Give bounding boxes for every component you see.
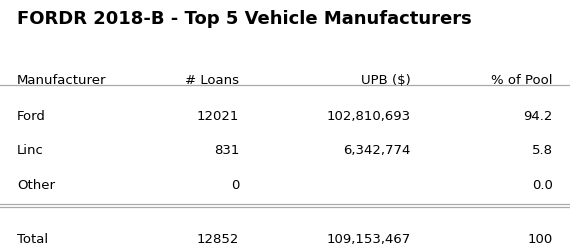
Text: Manufacturer: Manufacturer bbox=[17, 74, 107, 87]
Text: 102,810,693: 102,810,693 bbox=[326, 110, 410, 123]
Text: 12852: 12852 bbox=[197, 233, 239, 247]
Text: 94.2: 94.2 bbox=[523, 110, 553, 123]
Text: FORDR 2018-B - Top 5 Vehicle Manufacturers: FORDR 2018-B - Top 5 Vehicle Manufacture… bbox=[17, 10, 472, 28]
Text: Linc: Linc bbox=[17, 144, 44, 158]
Text: UPB ($): UPB ($) bbox=[361, 74, 410, 87]
Text: 831: 831 bbox=[214, 144, 239, 158]
Text: 0: 0 bbox=[231, 179, 239, 192]
Text: # Loans: # Loans bbox=[185, 74, 239, 87]
Text: 5.8: 5.8 bbox=[532, 144, 553, 158]
Text: 109,153,467: 109,153,467 bbox=[326, 233, 410, 247]
Text: Other: Other bbox=[17, 179, 55, 192]
Text: 6,342,774: 6,342,774 bbox=[343, 144, 410, 158]
Text: 100: 100 bbox=[528, 233, 553, 247]
Text: 0.0: 0.0 bbox=[532, 179, 553, 192]
Text: Ford: Ford bbox=[17, 110, 46, 123]
Text: 12021: 12021 bbox=[197, 110, 239, 123]
Text: Total: Total bbox=[17, 233, 48, 247]
Text: % of Pool: % of Pool bbox=[491, 74, 553, 87]
